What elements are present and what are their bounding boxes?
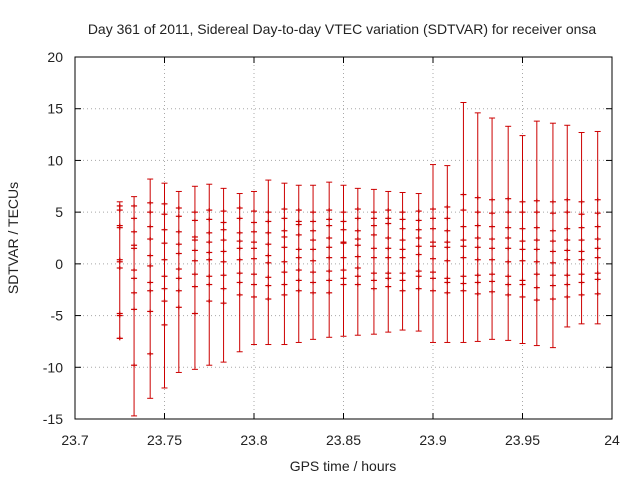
epoch-errorbar-group <box>326 181 333 338</box>
epoch-errorbar-group <box>549 122 556 349</box>
epoch-errorbar-group <box>220 187 227 363</box>
epoch-errorbar-group <box>116 201 123 341</box>
epoch-errorbar-group <box>444 165 451 343</box>
y-tick-label: -10 <box>43 359 63 375</box>
epoch-errorbar-group <box>281 182 288 346</box>
y-tick-label: 15 <box>47 101 63 117</box>
x-tick-label: 23.75 <box>147 432 182 448</box>
epoch-errorbar-group <box>251 190 257 346</box>
epoch-errorbar-group <box>385 190 392 333</box>
epoch-errorbar-group <box>505 125 512 341</box>
epoch-errorbar-group <box>533 120 540 347</box>
y-tick-label: 5 <box>55 204 63 220</box>
epoch-errorbar-group <box>236 193 243 353</box>
epoch-errorbar-group <box>370 188 377 335</box>
x-tick-label: 23.8 <box>240 432 267 448</box>
sdtvar-series <box>116 102 601 417</box>
epoch-errorbar-group <box>519 135 526 344</box>
epoch-errorbar-group <box>430 164 436 343</box>
x-tick-label: 23.95 <box>505 432 540 448</box>
epoch-errorbar-group <box>399 191 406 331</box>
epoch-errorbar-group <box>310 184 317 340</box>
epoch-errorbar-group <box>265 179 272 346</box>
epoch-errorbar-group <box>161 182 168 389</box>
epoch-errorbar-group <box>564 124 571 328</box>
x-tick-label: 23.9 <box>419 432 446 448</box>
y-tick-label: 10 <box>47 152 63 168</box>
x-tick-label: 24 <box>604 432 620 448</box>
epoch-errorbar-group <box>206 183 213 366</box>
plot-frame <box>74 56 613 420</box>
epoch-errorbar-group <box>147 178 154 399</box>
epoch-errorbar-group <box>295 184 302 343</box>
y-axis: -15 -10 -5 0 5 10 15 20 <box>43 49 612 427</box>
y-tick-label: 20 <box>47 49 63 65</box>
epoch-errorbar-group <box>191 185 198 370</box>
epoch-errorbar-group <box>340 184 347 337</box>
epoch-errorbar-group <box>354 187 361 336</box>
epoch-errorbar-group <box>175 190 182 373</box>
epoch-errorbar-group <box>578 132 585 325</box>
epoch-errorbar-group <box>594 130 601 325</box>
chart-title: Day 361 of 2011, Sidereal Day-to-day VTE… <box>88 21 597 37</box>
epoch-errorbar-group <box>474 112 481 342</box>
x-tick-label: 23.85 <box>326 432 361 448</box>
epoch-errorbar-group <box>131 196 138 417</box>
y-tick-label: -5 <box>51 308 64 324</box>
epoch-errorbar-group <box>415 193 422 332</box>
y-axis-label: SDTVAR / TECUs <box>5 182 21 294</box>
x-axis: 23.7 23.75 23.8 23.85 23.9 23.95 24 <box>61 57 620 448</box>
y-tick-label: -15 <box>43 411 63 427</box>
x-axis-label: GPS time / hours <box>290 458 397 474</box>
epoch-errorbar-group <box>489 117 496 340</box>
epoch-errorbar-group <box>460 102 467 343</box>
x-tick-label: 23.7 <box>61 432 88 448</box>
y-tick-label: 0 <box>55 256 63 272</box>
